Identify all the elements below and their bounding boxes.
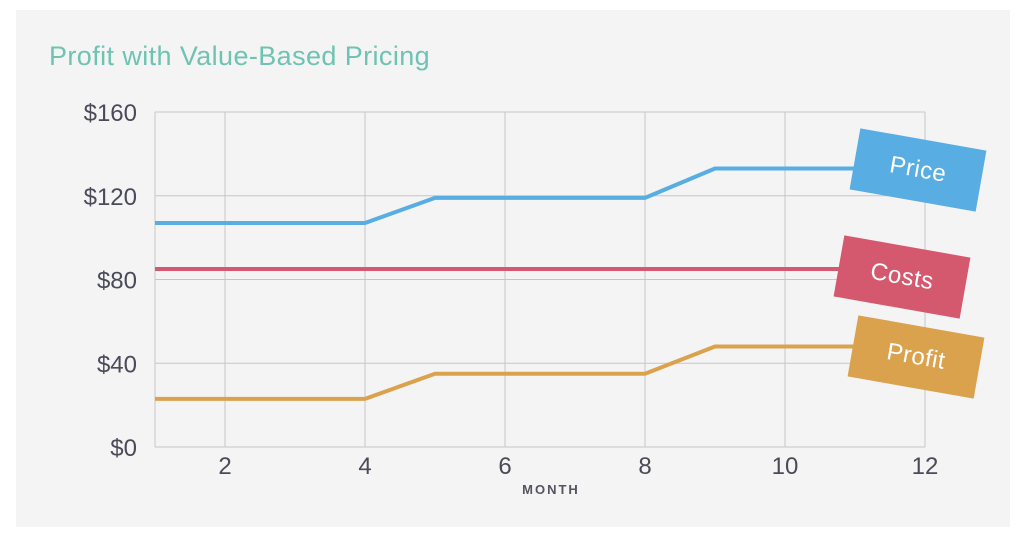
x-tick-label: 2 <box>218 453 231 480</box>
x-axis-title: MONTH <box>522 482 580 497</box>
y-tick-label: $40 <box>97 351 137 378</box>
y-tick-label: $120 <box>84 184 137 211</box>
x-tick-label: 12 <box>912 453 939 480</box>
x-tick-label: 4 <box>358 453 371 480</box>
x-tick-label: 8 <box>638 453 651 480</box>
profit-series-label-text: Profit <box>884 338 948 375</box>
x-tick-label: 6 <box>498 453 511 480</box>
costs-series-label-text: Costs <box>868 257 936 296</box>
price-series-label-text: Price <box>887 151 949 188</box>
chart-title: Profit with Value-Based Pricing <box>49 41 431 71</box>
price-line <box>155 166 925 225</box>
x-tick-label: 10 <box>772 453 799 480</box>
y-tick-label: $0 <box>110 435 137 462</box>
y-tick-label: $80 <box>97 268 137 295</box>
profit-line <box>155 344 925 401</box>
y-tick-label: $160 <box>84 100 137 127</box>
